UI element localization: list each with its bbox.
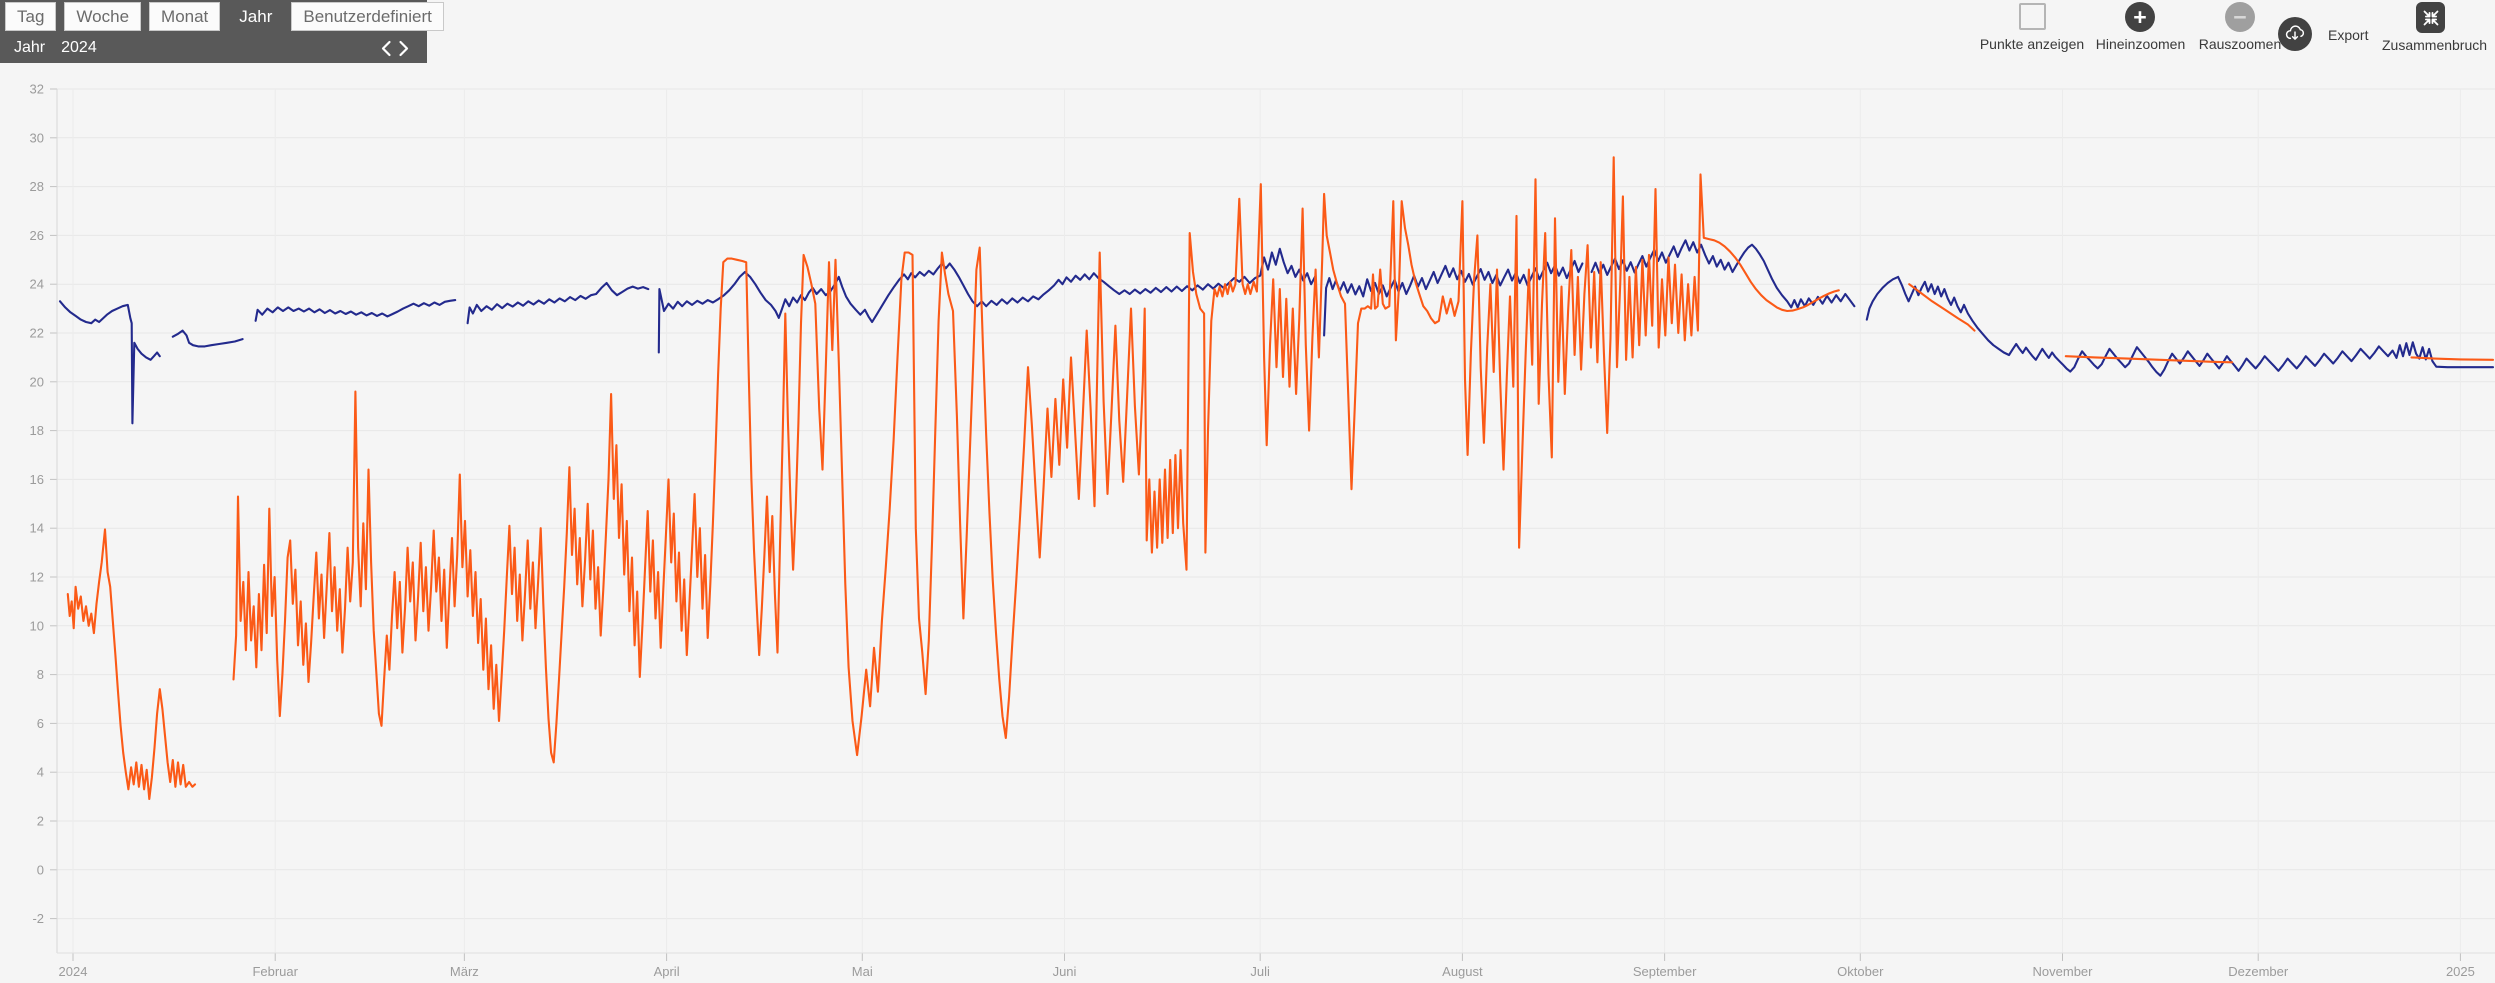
x-tick-label: Dezember	[2228, 964, 2289, 979]
collapse-arrows-icon	[2423, 10, 2438, 25]
export-label: Export	[2328, 27, 2369, 43]
y-tick-label: 4	[37, 765, 44, 780]
x-tick-label: April	[654, 964, 680, 979]
x-tick-label: Juli	[1250, 964, 1270, 979]
tab-benutzerdefiniert[interactable]: Benutzerdefiniert	[291, 2, 444, 31]
tab-monat[interactable]: Monat	[149, 2, 221, 31]
period-range-bar: Jahr 2024	[0, 33, 427, 63]
collapse-label: Zusammenbruch	[2382, 37, 2488, 53]
y-tick-label: 20	[30, 374, 44, 389]
export-button[interactable]	[2278, 17, 2312, 51]
tab-woche[interactable]: Woche	[64, 2, 142, 31]
zoom-out-button[interactable]: −	[2225, 2, 2255, 32]
x-tick-label: Mai	[852, 964, 873, 979]
chevron-right-icon	[399, 40, 409, 56]
y-tick-label: 32	[30, 82, 44, 97]
tab-jahr[interactable]: Jahr	[228, 2, 283, 31]
y-tick-label: 2	[37, 814, 44, 829]
plus-icon: +	[2133, 3, 2147, 30]
y-tick-label: 8	[37, 667, 44, 682]
y-tick-label: 0	[37, 862, 44, 877]
x-tick-label: März	[450, 964, 479, 979]
next-period-button[interactable]	[395, 37, 413, 59]
show-points-checkbox[interactable]	[2019, 3, 2046, 30]
chevron-left-icon	[381, 40, 391, 56]
period-tabbar: Tag Woche Monat Jahr Benutzerdefiniert J…	[0, 0, 444, 63]
y-tick-label: 16	[30, 472, 44, 487]
zoom-out-label: Rauszoomen	[2198, 36, 2282, 52]
y-tick-label: 6	[37, 716, 44, 731]
x-tick-label: Februar	[252, 964, 298, 979]
y-tick-label: -2	[32, 911, 44, 926]
show-points-label: Punkte anzeigen	[1979, 36, 2085, 52]
y-tick-label: 26	[30, 228, 44, 243]
y-tick-label: 22	[30, 326, 44, 341]
y-tick-label: 28	[30, 179, 44, 194]
collapse-button[interactable]	[2416, 2, 2445, 33]
x-tick-label: 2024	[59, 964, 88, 979]
x-tick-label: 2025	[2446, 964, 2475, 979]
zoom-in-button[interactable]: +	[2125, 2, 2155, 32]
period-value: 2024	[61, 39, 97, 56]
x-tick-label: Oktober	[1837, 964, 1884, 979]
x-tick-label: August	[1442, 964, 1483, 979]
y-tick-label: 18	[30, 423, 44, 438]
x-tick-label: November	[2033, 964, 2094, 979]
series-path-blue-line	[58, 239, 2495, 425]
x-tick-label: September	[1633, 964, 1697, 979]
tab-tag[interactable]: Tag	[5, 2, 57, 31]
y-tick-label: 30	[30, 130, 44, 145]
cloud-download-icon	[2285, 25, 2305, 40]
y-tick-label: 14	[30, 521, 44, 536]
y-tick-label: 12	[30, 570, 44, 585]
minus-icon: −	[2233, 3, 2247, 30]
period-tabs: Tag Woche Monat Jahr Benutzerdefiniert	[0, 0, 444, 33]
zoom-in-label: Hineinzoomen	[2095, 36, 2186, 52]
period-label: Jahr	[14, 39, 46, 56]
x-tick-label: Juni	[1053, 964, 1077, 979]
y-tick-label: 10	[30, 618, 44, 633]
series-path-orange-line	[66, 156, 2495, 801]
previous-period-button[interactable]	[377, 37, 395, 59]
y-tick-label: 24	[30, 277, 44, 292]
